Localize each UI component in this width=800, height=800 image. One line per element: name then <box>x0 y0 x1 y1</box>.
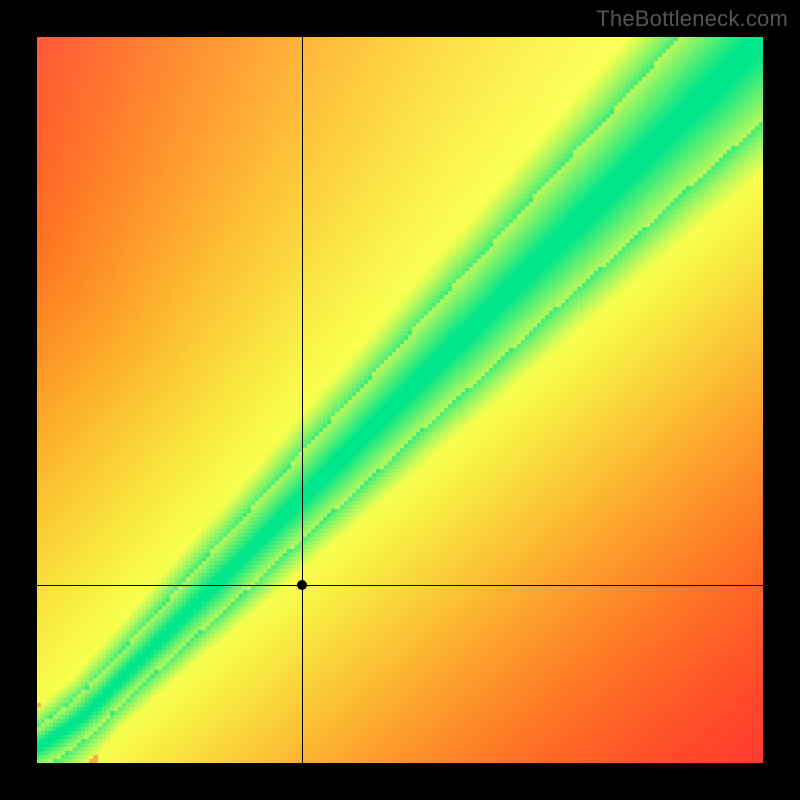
watermark-label: TheBottleneck.com <box>596 6 788 32</box>
crosshair-vertical <box>302 37 303 763</box>
crosshair-horizontal <box>37 585 763 586</box>
marker-dot <box>297 580 307 590</box>
plot-area <box>37 37 763 763</box>
heatmap-canvas <box>37 37 763 763</box>
figure-container: TheBottleneck.com <box>0 0 800 800</box>
